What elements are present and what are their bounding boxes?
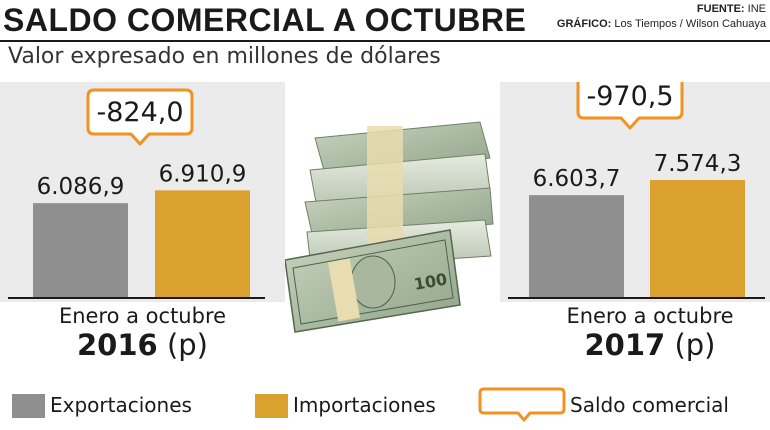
period-label-2016: Enero a octubre — [58, 304, 227, 328]
bar-importaciones-2017 — [650, 180, 745, 298]
legend-label-saldo-comercial: Saldo comercial — [570, 393, 729, 417]
year-suffix-2017: (p) — [674, 328, 716, 362]
year-label-2016: 2016 (p) — [0, 328, 285, 362]
bar-exportaciones-2016 — [33, 203, 128, 298]
saldo-callout-2016 — [86, 88, 194, 146]
chart-2017: 6.603,7 7.574,3 -970,5 — [508, 82, 765, 299]
chart-subtitle: Valor expresado en millones de dólares — [8, 44, 441, 69]
period-label-2017: Enero a octubre — [566, 304, 734, 328]
year-suffix-2016: (p) — [166, 328, 208, 362]
graphic-value: Los Tiempos / Wilson Cahuaya — [614, 18, 766, 30]
legend-label-exportaciones: Exportaciones — [50, 393, 192, 417]
chart-title: SALDO COMERCIAL A OCTUBRE — [3, 2, 527, 38]
saldo-callout-2017 — [576, 82, 684, 130]
bill-layers: 100 — [285, 121, 494, 333]
value-label-exportaciones-2016: 6.086,9 — [37, 174, 125, 200]
value-label-importaciones-2016: 6.910,9 — [159, 161, 247, 187]
value-label-exportaciones-2017: 6.603,7 — [533, 166, 621, 192]
title-divider — [0, 40, 770, 42]
legend-label-importaciones: Importaciones — [293, 393, 436, 417]
callout-box-icon — [478, 387, 566, 422]
saldo-value-2017: -970,5 — [586, 82, 673, 112]
year-2017: 2017 — [584, 328, 666, 362]
bar-exportaciones-2017 — [529, 195, 624, 298]
money-stack-icon: 100 — [285, 121, 494, 333]
legend-swatch-exportaciones — [12, 394, 45, 418]
source-value: INE — [747, 3, 766, 15]
saldo-value-2016: -824,0 — [96, 97, 183, 128]
source-credits: FUENTE: INE GRÁFICO: Los Tiempos / Wilso… — [557, 2, 766, 32]
bar-importaciones-2016 — [155, 190, 250, 298]
value-label-importaciones-2017: 7.574,3 — [654, 151, 742, 177]
graphic-label: GRÁFICO: — [556, 18, 612, 30]
chart-2016: 6.086,9 6.910,9 -824,0 — [8, 88, 265, 299]
legend-swatch-importaciones — [255, 394, 288, 418]
year-label-2017: 2017 (p) — [515, 328, 770, 362]
source-label: FUENTE: — [696, 3, 745, 15]
year-2016: 2016 — [77, 328, 158, 362]
